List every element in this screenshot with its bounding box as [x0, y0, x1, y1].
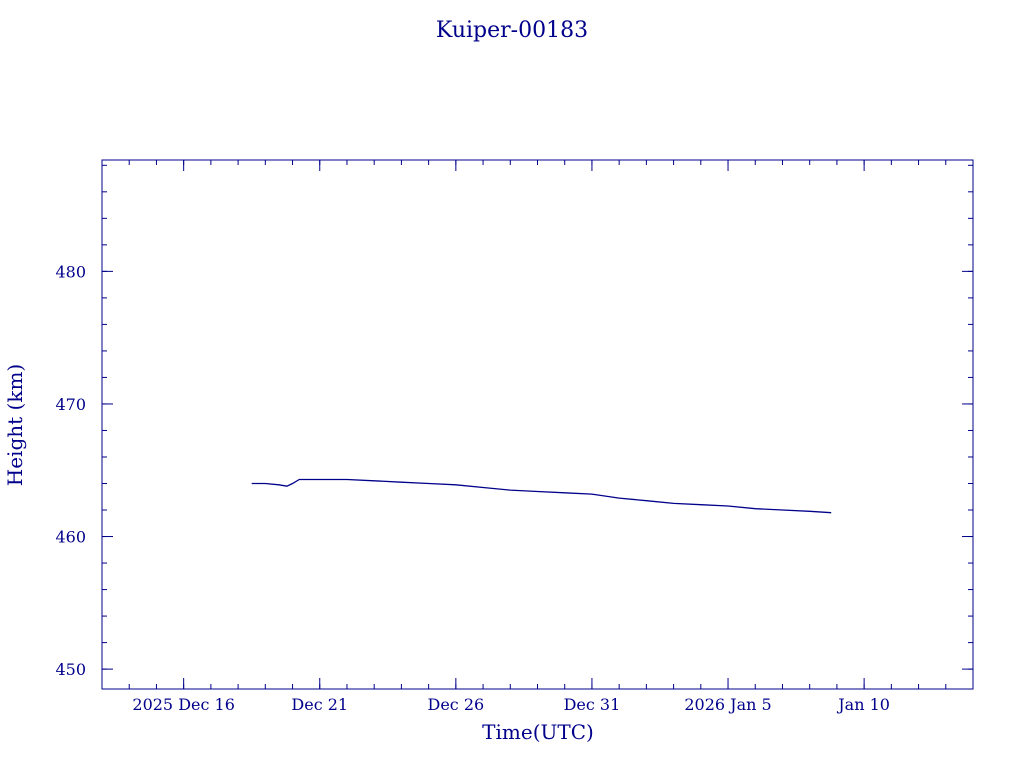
x-axis-label: Time(UTC)	[482, 720, 594, 744]
series-group	[251, 478, 832, 514]
y-axis-tick-labels: 450 460 470 480	[55, 262, 86, 679]
x-tick-label: 2026 Jan 5	[684, 695, 771, 714]
plot-frame	[101, 159, 974, 690]
y-tick-label: 460	[55, 528, 86, 547]
y-tick-label: 470	[55, 395, 86, 414]
x-tick-label: 2025 Dec 16	[132, 695, 235, 714]
x-tick-label: Jan 10	[836, 695, 890, 714]
x-tick-label: Dec 26	[427, 695, 484, 714]
chart-title: Kuiper-00183	[436, 18, 588, 43]
x-tick-label: Dec 21	[291, 695, 348, 714]
y-tick-label: 480	[55, 262, 86, 281]
y-axis-label: Height (km)	[3, 364, 27, 486]
y-axis-ticks	[102, 164, 973, 670]
x-tick-label: Dec 31	[564, 695, 621, 714]
y-tick-label: 450	[55, 660, 86, 679]
height-series-line	[251, 478, 832, 514]
x-axis-ticks	[128, 160, 947, 689]
x-axis-tick-labels: 2025 Dec 16 Dec 21 Dec 26 Dec 31 2026 Jan 5 J…	[132, 695, 890, 714]
